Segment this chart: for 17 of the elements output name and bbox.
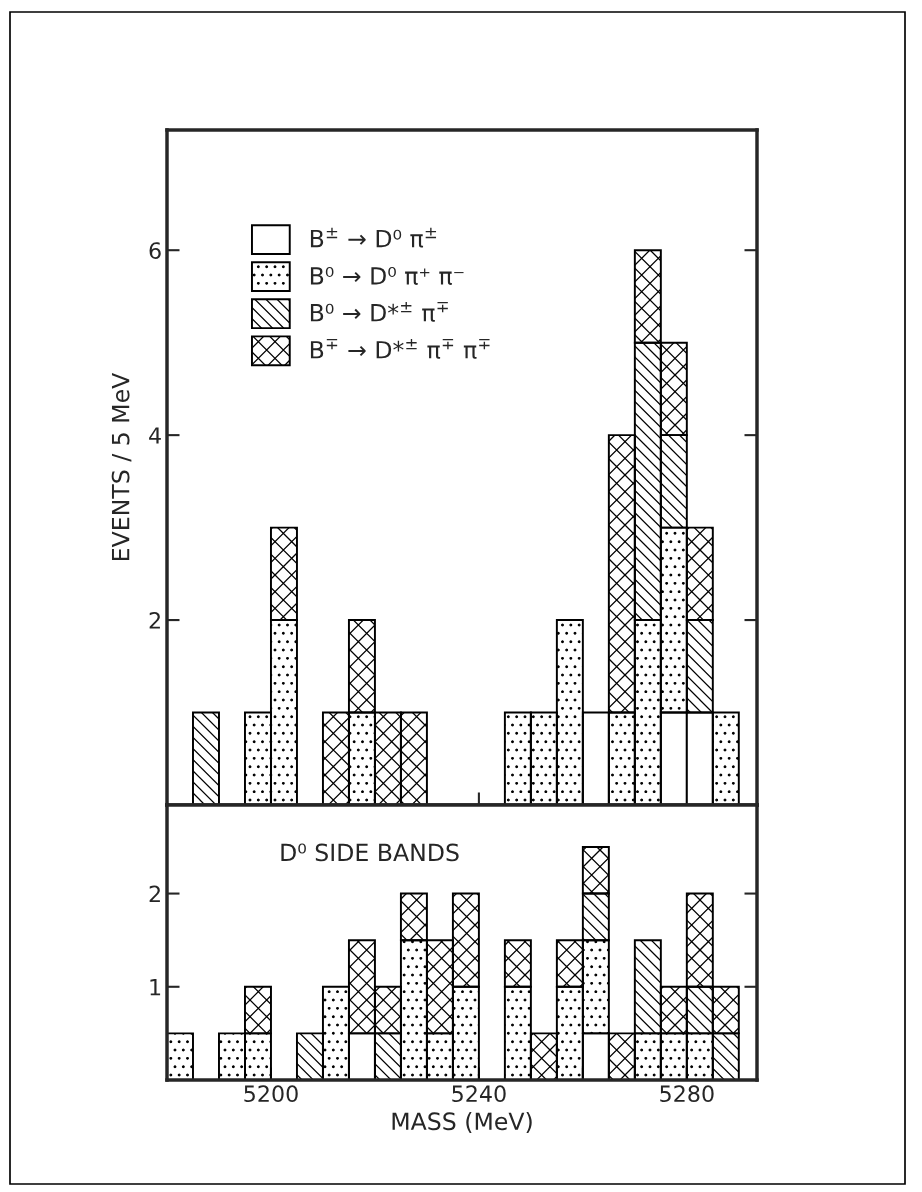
legend-label: B⁰ → D*$^{±}$ π$^{∓}$: [310, 301, 448, 322]
legend-label: B$^{±}$ → D⁰ π$^{±}$: [310, 227, 437, 248]
y-tick-label: 2: [149, 612, 160, 629]
y-axis-title: EVENTS / 5 MeV: [111, 372, 132, 560]
x-tick-label: 5240: [452, 1085, 506, 1103]
legend-label: B$^{∓}$ → D*$^{±}$ π$^{∓}$ π$^{∓}$: [310, 338, 490, 359]
legend-label: B⁰ → D⁰ π⁺ π⁻: [310, 266, 464, 285]
x-tick-label: 5200: [244, 1085, 298, 1103]
y-tick-label: 1: [150, 979, 161, 996]
bar: [167, 1032, 194, 1080]
x-axis-title: MASS (MeV): [392, 1111, 532, 1133]
bar: [192, 711, 220, 805]
y-tick-label: 4: [149, 427, 161, 444]
x-tick-label: 5280: [660, 1085, 714, 1103]
y-tick-label: 2: [149, 885, 160, 902]
annotation: D⁰ SIDE BANDS: [281, 843, 459, 862]
y-tick-label: 6: [149, 242, 161, 259]
